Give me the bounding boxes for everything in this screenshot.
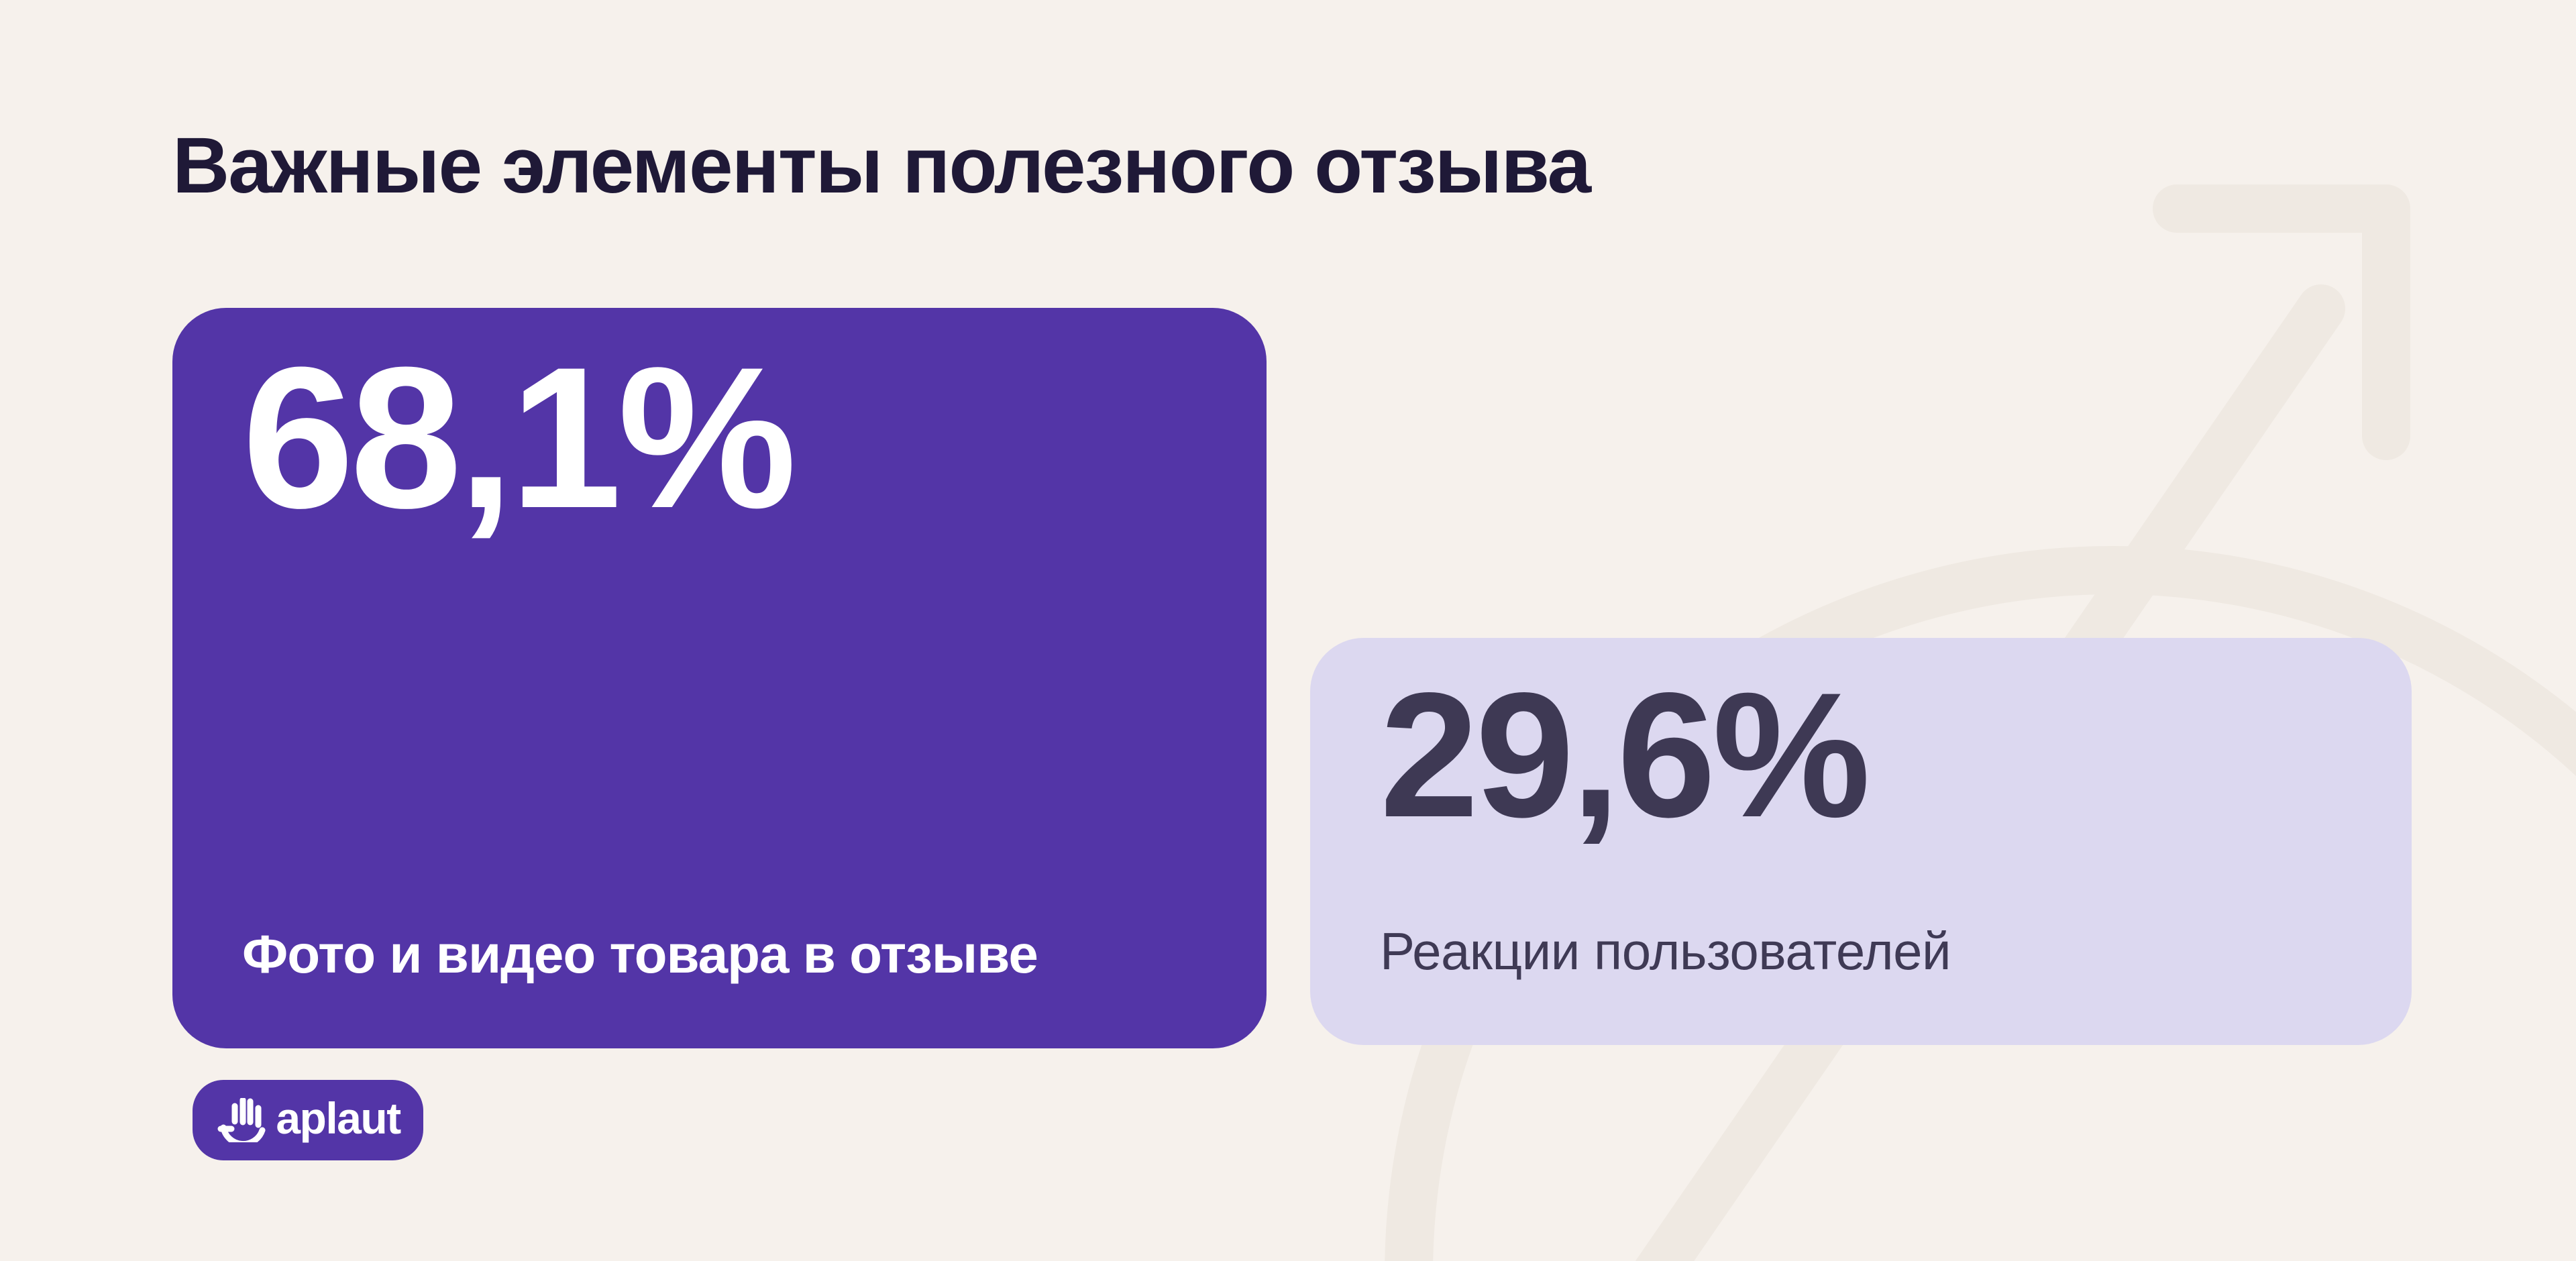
stat-card-photos-videos: 68,1% Фото и видео товара в отзыве <box>172 308 1267 1048</box>
stat-label-primary: Фото и видео товара в отзыве <box>242 924 1038 984</box>
aplaut-logo-badge: aplaut <box>193 1080 423 1160</box>
aplaut-logo-wordmark: aplaut <box>276 1093 401 1143</box>
stat-label-secondary: Реакции пользователей <box>1380 922 1951 981</box>
stat-value-primary: 68,1% <box>242 325 797 550</box>
page-title: Важные элементы полезного отзыва <box>172 121 1591 210</box>
stat-value-secondary: 29,6% <box>1380 656 1870 855</box>
aplaut-hand-icon <box>217 1098 266 1142</box>
decor-arrow-head <box>2153 184 2410 460</box>
stat-card-user-reactions: 29,6% Реакции пользователей <box>1310 638 2412 1045</box>
